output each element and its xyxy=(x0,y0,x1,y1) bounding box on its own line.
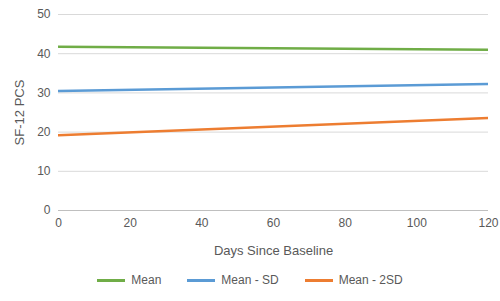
svg-text:Days Since Baseline: Days Since Baseline xyxy=(214,243,333,258)
svg-text:80: 80 xyxy=(338,216,352,230)
html-text:Mean: Mean xyxy=(131,273,162,287)
svg-text:30: 30 xyxy=(37,86,51,100)
svg-text:SF-12 PCS: SF-12 PCS xyxy=(12,79,27,145)
svg-text:40: 40 xyxy=(37,47,51,61)
svg-text:120: 120 xyxy=(478,216,498,230)
html-text:Mean - SD: Mean - SD xyxy=(221,273,279,287)
svg-text:0: 0 xyxy=(55,216,62,230)
svg-text:60: 60 xyxy=(267,216,281,230)
svg-text:40: 40 xyxy=(195,216,209,230)
svg-text:20: 20 xyxy=(37,125,51,139)
html-text:Mean - 2SD: Mean - 2SD xyxy=(338,273,403,287)
svg-text:50: 50 xyxy=(37,7,51,21)
svg-text:100: 100 xyxy=(407,216,427,230)
svg-text:0: 0 xyxy=(44,203,51,217)
svg-text:10: 10 xyxy=(37,164,51,178)
svg-text:20: 20 xyxy=(123,216,137,230)
